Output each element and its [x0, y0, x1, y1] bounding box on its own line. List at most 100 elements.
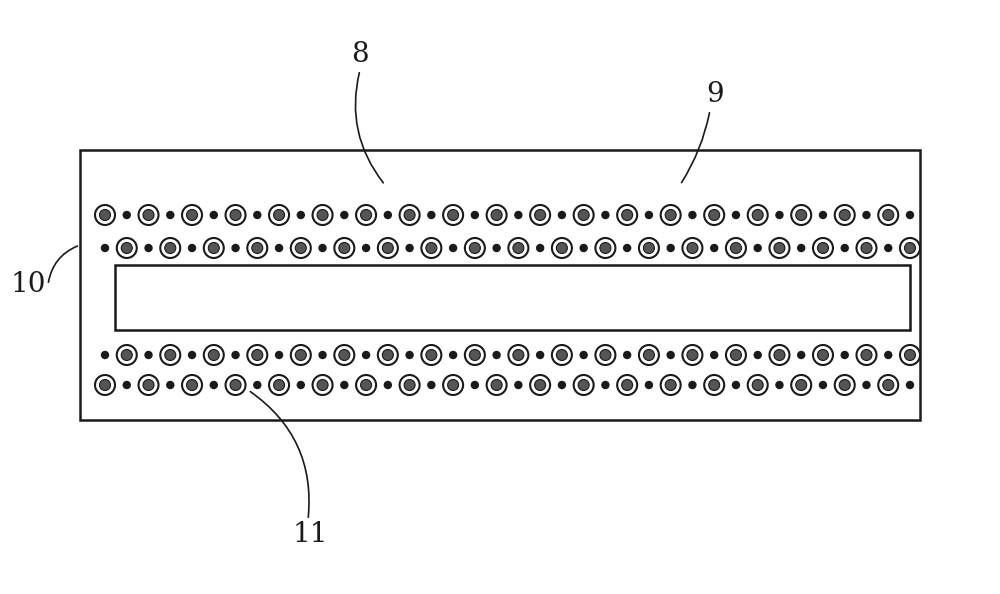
Circle shape	[622, 380, 633, 390]
Circle shape	[558, 211, 565, 219]
Circle shape	[189, 352, 196, 359]
Circle shape	[313, 205, 333, 225]
Circle shape	[400, 205, 420, 225]
Circle shape	[297, 211, 304, 219]
Circle shape	[313, 375, 333, 395]
Circle shape	[232, 245, 239, 251]
Circle shape	[754, 245, 761, 251]
Circle shape	[232, 352, 239, 359]
Circle shape	[661, 205, 681, 225]
Circle shape	[295, 349, 306, 361]
Circle shape	[709, 380, 720, 390]
Circle shape	[121, 242, 132, 254]
Circle shape	[661, 375, 681, 395]
Circle shape	[139, 205, 159, 225]
Circle shape	[269, 375, 289, 395]
Bar	[80, 150, 920, 420]
Circle shape	[319, 352, 326, 359]
Circle shape	[208, 242, 219, 254]
Circle shape	[574, 205, 594, 225]
Circle shape	[95, 205, 115, 225]
Text: 9: 9	[706, 81, 724, 109]
Circle shape	[752, 210, 763, 220]
Circle shape	[204, 238, 224, 258]
Circle shape	[274, 380, 285, 390]
Circle shape	[487, 375, 507, 395]
Circle shape	[117, 345, 137, 365]
Circle shape	[187, 210, 198, 220]
Circle shape	[182, 205, 202, 225]
Circle shape	[443, 375, 463, 395]
Circle shape	[602, 381, 609, 388]
Circle shape	[624, 245, 631, 251]
Circle shape	[230, 380, 241, 390]
Circle shape	[878, 205, 898, 225]
Circle shape	[493, 352, 500, 359]
Circle shape	[513, 349, 524, 361]
Circle shape	[878, 375, 898, 395]
Circle shape	[774, 242, 785, 254]
Circle shape	[319, 245, 326, 251]
Circle shape	[863, 211, 870, 219]
Circle shape	[426, 349, 437, 361]
Circle shape	[754, 352, 761, 359]
Circle shape	[404, 210, 415, 220]
Circle shape	[226, 375, 246, 395]
Circle shape	[189, 245, 196, 251]
Circle shape	[813, 238, 833, 258]
Circle shape	[361, 380, 372, 390]
Circle shape	[139, 375, 159, 395]
Circle shape	[334, 345, 354, 365]
Circle shape	[835, 375, 855, 395]
Circle shape	[469, 349, 480, 361]
Circle shape	[643, 242, 654, 254]
Circle shape	[341, 211, 348, 219]
Circle shape	[667, 245, 674, 251]
Circle shape	[276, 352, 283, 359]
Circle shape	[732, 381, 739, 388]
Circle shape	[121, 349, 132, 361]
Circle shape	[448, 210, 459, 220]
Circle shape	[861, 242, 872, 254]
Text: 11: 11	[292, 522, 328, 548]
Circle shape	[537, 352, 544, 359]
Circle shape	[339, 349, 350, 361]
Circle shape	[143, 380, 154, 390]
Circle shape	[400, 375, 420, 395]
Circle shape	[839, 210, 850, 220]
Circle shape	[471, 211, 478, 219]
Circle shape	[682, 238, 702, 258]
Circle shape	[100, 380, 110, 390]
Circle shape	[491, 380, 502, 390]
Circle shape	[535, 380, 546, 390]
Circle shape	[578, 380, 589, 390]
Circle shape	[339, 242, 350, 254]
Circle shape	[617, 375, 637, 395]
Circle shape	[711, 352, 718, 359]
Circle shape	[595, 238, 615, 258]
Circle shape	[145, 245, 152, 251]
Circle shape	[556, 242, 567, 254]
Circle shape	[487, 205, 507, 225]
Circle shape	[295, 242, 306, 254]
Circle shape	[210, 381, 217, 388]
Circle shape	[552, 345, 572, 365]
Circle shape	[530, 205, 550, 225]
Circle shape	[622, 210, 633, 220]
Circle shape	[382, 349, 393, 361]
Circle shape	[687, 242, 698, 254]
Circle shape	[863, 381, 870, 388]
Circle shape	[841, 352, 848, 359]
Circle shape	[580, 245, 587, 251]
Circle shape	[515, 381, 522, 388]
Circle shape	[208, 349, 219, 361]
Circle shape	[508, 238, 528, 258]
Circle shape	[384, 381, 391, 388]
Circle shape	[123, 211, 130, 219]
Circle shape	[726, 345, 746, 365]
Circle shape	[558, 381, 565, 388]
Circle shape	[450, 352, 457, 359]
Circle shape	[748, 375, 768, 395]
Circle shape	[182, 375, 202, 395]
Circle shape	[291, 345, 311, 365]
